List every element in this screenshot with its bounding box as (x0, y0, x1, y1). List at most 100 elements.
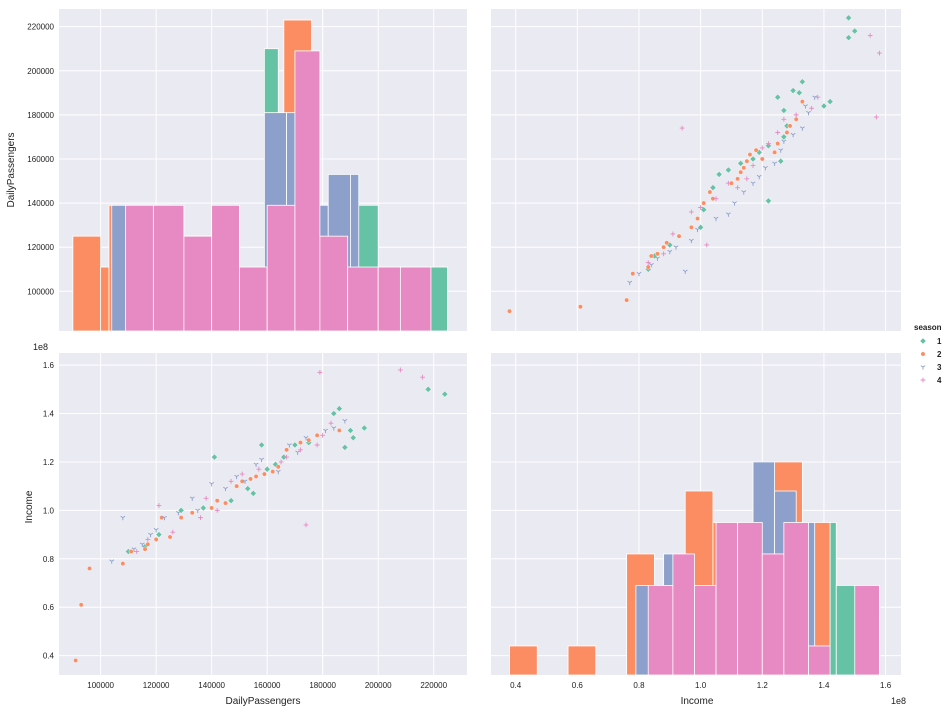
x-tick-label: 1.4 (818, 681, 830, 690)
offset-label-x-bottom-right: 1e8 (891, 696, 906, 706)
scatter-point-season-1 (774, 93, 781, 101)
scatter-point-season-4 (750, 163, 756, 168)
scatter-point-season-4 (156, 503, 162, 508)
scatter-point-season-3 (682, 269, 688, 275)
scatter-point-season-3 (209, 481, 215, 487)
scatter-point-season-1 (211, 453, 218, 461)
scatter-point-season-3 (120, 515, 126, 521)
scatter-point-season-3 (655, 256, 660, 261)
x-tick-label: 180000 (309, 681, 336, 690)
scatter-point-season-1 (700, 206, 707, 213)
scatter-point-season-1 (349, 434, 357, 442)
x-tick-label: 100000 (87, 681, 114, 690)
scatter-point-season-4 (670, 231, 676, 237)
scatter-point-season-3 (139, 542, 145, 547)
y-tick-label: 100000 (27, 287, 54, 296)
scatter-point-season-3 (667, 249, 673, 255)
scatter-point-season-3 (741, 190, 747, 195)
scatter-point-season-2 (145, 541, 151, 547)
scatter-point-season-1 (361, 424, 368, 432)
scatter-point-season-1 (780, 133, 788, 141)
x-tick-label: 160000 (254, 681, 281, 690)
scatter-point-season-3 (627, 280, 633, 286)
legend-marker-season-4 (920, 377, 926, 383)
scatter-point-season-3 (756, 174, 762, 180)
hist-bar-season-4 (266, 204, 296, 332)
scatter-point-season-1 (258, 441, 265, 449)
scatter-point-season-4 (645, 260, 651, 266)
scatter-point-season-1 (845, 14, 852, 22)
scatter-point-season-2 (73, 658, 79, 663)
scatter-point-season-2 (120, 561, 126, 567)
scatter-point-season-2 (735, 176, 741, 182)
scatter-point-season-2 (234, 483, 240, 489)
scatter-point-season-2 (793, 116, 799, 122)
scatter-point-season-2 (799, 99, 805, 105)
panel-top-left: 100000 120000 140000 160000 180000 200000 2200… (27, 9, 467, 332)
scatter-point-season-2 (239, 478, 245, 484)
scatter-point-season-2 (648, 253, 654, 259)
scatter-point-season-3 (673, 245, 679, 250)
scatter-point-season-4 (759, 145, 765, 151)
scatter-point-season-4 (239, 471, 245, 477)
scatter-point-season-4 (256, 466, 262, 472)
scatter-point-season-2 (655, 251, 660, 257)
scatter-point-season-2 (676, 233, 682, 239)
scatter-point-season-3 (259, 457, 265, 463)
y-tick-label: 0.4 (43, 652, 55, 661)
panel-bottom-left: 0.4 0.6 0.8 1.0 1.2 1.4 1.6 100000 120000 140000 1… (43, 353, 467, 690)
scatter-point-season-4 (298, 447, 303, 453)
scatter-point-season-2 (624, 297, 630, 303)
scatter-point-season-4 (781, 116, 787, 122)
x-tick-label: 1.6 (880, 681, 892, 690)
scatter-point-season-4 (815, 94, 821, 100)
scatter-point-season-4 (170, 529, 176, 535)
y-tick-label: 220000 (27, 23, 54, 32)
scatter-point-season-4 (134, 549, 140, 554)
scatter-point-season-2 (664, 240, 670, 246)
scatter-point-season-2 (741, 165, 747, 171)
scatter-point-season-1 (749, 155, 757, 163)
y-tick-label: 0.8 (43, 555, 55, 564)
legend-label-season-4: 4 (937, 376, 942, 385)
scatter-point-season-2 (688, 224, 694, 230)
scatter-point-season-2 (298, 440, 303, 445)
scatter-point-season-3 (781, 139, 787, 144)
scatter-point-season-2 (253, 474, 259, 479)
scatter-point-season-2 (284, 447, 289, 453)
scatter-point-season-3 (750, 181, 756, 186)
scatter-point-season-2 (753, 147, 759, 153)
scatter-point-season-2 (759, 156, 765, 162)
scatter-point-season-3 (109, 559, 115, 564)
scatter-point-season-1 (200, 504, 207, 512)
scatter-point-season-2 (78, 602, 84, 608)
scatter-point-season-3 (331, 426, 337, 431)
scatter-point-season-1 (227, 497, 235, 504)
scatter-point-season-3 (275, 469, 281, 475)
scatter-point-season-3 (342, 419, 348, 424)
scatter-point-season-4 (145, 537, 151, 542)
hist-bar-season-4 (808, 645, 831, 676)
scatter-point-season-4 (735, 185, 741, 191)
scatter-point-season-1 (330, 410, 338, 417)
scatter-point-season-3 (688, 238, 694, 244)
scatter-point-season-2 (707, 189, 713, 195)
scatter-point-season-1 (820, 102, 828, 110)
scatter-point-season-4 (766, 141, 771, 146)
scatter-point-season-2 (87, 566, 92, 571)
scatter-point-season-1 (765, 197, 772, 205)
scatter-point-season-2 (661, 244, 667, 250)
scatter-point-season-2 (336, 428, 342, 433)
scatter-point-season-4 (793, 112, 799, 118)
x-tick-label: 0.6 (572, 681, 584, 690)
scatter-point-season-4 (704, 242, 710, 248)
scatter-point-season-4 (877, 50, 882, 56)
hist-bar-season-4 (377, 266, 401, 332)
scatter-point-season-2 (261, 471, 267, 477)
scatter-point-season-1 (799, 78, 806, 86)
scatter-point-season-1 (777, 157, 785, 165)
x-tick-label: 220000 (420, 681, 447, 690)
scatter-point-season-3 (636, 271, 642, 277)
scatter-point-season-2 (577, 304, 583, 310)
